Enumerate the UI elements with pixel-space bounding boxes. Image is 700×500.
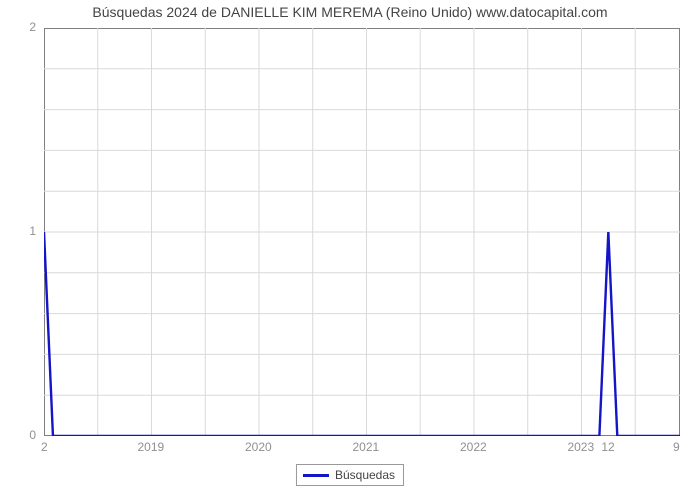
x-tick-label: 2023 [567, 440, 594, 454]
x-tick-label: 2019 [137, 440, 164, 454]
legend: Búsquedas [296, 464, 404, 486]
y-tick-label: 2 [29, 20, 36, 34]
legend-label: Búsquedas [335, 468, 395, 482]
legend-swatch [303, 474, 329, 477]
x-corner-label: 2 [41, 440, 48, 454]
y-tick-label: 1 [29, 224, 36, 238]
chart-plot [44, 28, 680, 436]
x-corner-label: 9 [673, 440, 680, 454]
y-tick-label: 0 [29, 428, 36, 442]
chart-title: Búsquedas 2024 de DANIELLE KIM MEREMA (R… [0, 4, 700, 20]
chart-container: { "chart": { "type": "line", "title": "B… [0, 0, 700, 500]
x-tick-label: 2020 [245, 440, 272, 454]
x-tick-label: 2022 [460, 440, 487, 454]
x-tick-label: 2021 [352, 440, 379, 454]
x-corner-label: 12 [601, 440, 614, 454]
